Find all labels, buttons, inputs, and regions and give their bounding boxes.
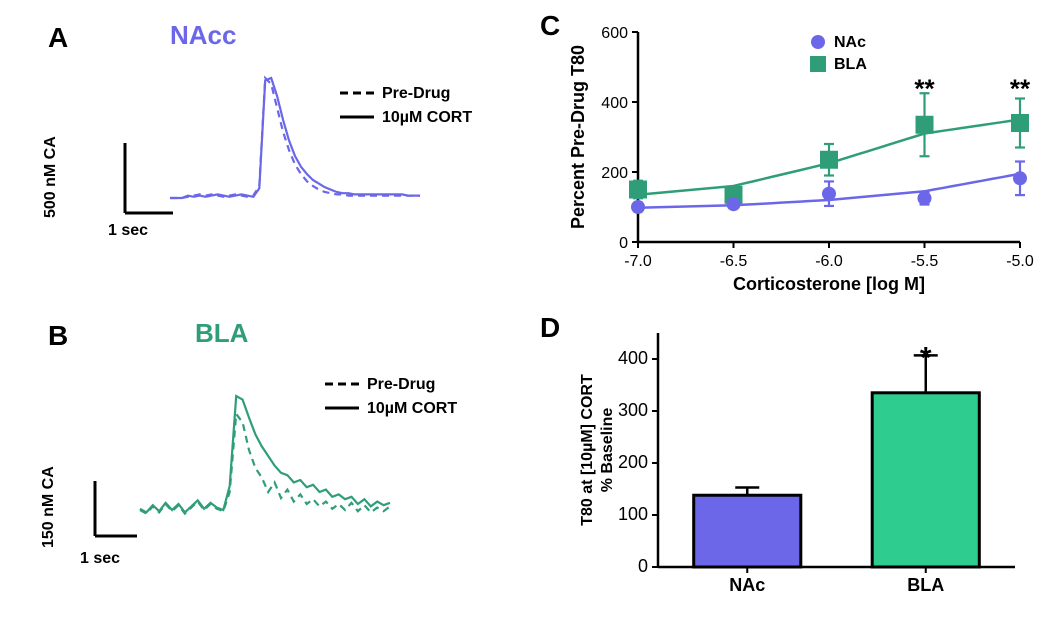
svg-text:NAc: NAc [729, 575, 765, 595]
svg-text:10µM CORT: 10µM CORT [382, 109, 472, 126]
svg-text:*: * [920, 342, 932, 375]
svg-text:BLA: BLA [834, 56, 867, 73]
svg-text:BLA: BLA [907, 575, 944, 595]
bar-chart: 0 100 200 300 400 T80 at [10µM] CORT% Baselin… [560, 315, 1040, 615]
svg-text:-6.0: -6.0 [815, 253, 843, 270]
svg-text:Pre-Drug: Pre-Drug [382, 85, 450, 102]
panel-label-c: C [540, 10, 560, 42]
panel-d: 0 100 200 300 400 T80 at [10µM] CORT% Baselin… [560, 315, 1040, 615]
panel-title-bla: BLA [195, 318, 248, 349]
svg-text:**: ** [914, 74, 935, 104]
figure: A NAcc Pre-Drug 10µM CORT 500 nM CA 1 sec… [0, 0, 1050, 618]
panel-title-nacc: NAcc [170, 20, 236, 51]
svg-text:200: 200 [618, 452, 648, 472]
svg-text:200: 200 [601, 165, 628, 182]
svg-text:-7.0: -7.0 [624, 253, 652, 270]
svg-text:0: 0 [619, 235, 628, 252]
svg-text:% Baseline: % Baseline [599, 408, 616, 493]
trace-bla: Pre-Drug 10µM CORT [70, 356, 490, 576]
panel-label-d: D [540, 312, 560, 344]
panel-b: Pre-Drug 10µM CORT [70, 356, 490, 576]
scalebar-x-label-a: 1 sec [108, 222, 148, 240]
dose-response-chart: 0 200 400 600 -7.0 -6.5 -6.0 -5.5 -5.0 Corticoste… [560, 12, 1040, 302]
scalebar-y-label-b: 150 nM CA [40, 466, 58, 548]
svg-text:NAc: NAc [834, 34, 866, 51]
svg-text:Percent Pre-Drug T80: Percent Pre-Drug T80 [568, 45, 588, 229]
scalebar-y-label-a: 500 nM CA [42, 136, 60, 218]
svg-text:0: 0 [638, 556, 648, 576]
svg-text:10µM CORT: 10µM CORT [367, 400, 457, 417]
svg-text:600: 600 [601, 25, 628, 42]
svg-text:300: 300 [618, 400, 648, 420]
svg-text:Corticosterone [log M]: Corticosterone [log M] [733, 274, 925, 294]
svg-text:**: ** [1010, 74, 1031, 104]
svg-text:-6.5: -6.5 [720, 253, 748, 270]
scalebar-x-label-b: 1 sec [80, 550, 120, 568]
panel-c: 0 200 400 600 -7.0 -6.5 -6.0 -5.5 -5.0 Corticoste… [560, 12, 1040, 302]
svg-text:400: 400 [618, 348, 648, 368]
svg-text:400: 400 [601, 95, 628, 112]
svg-text:T80 at [10µM] CORT: T80 at [10µM] CORT [579, 374, 596, 526]
svg-text:-5.5: -5.5 [911, 253, 939, 270]
panel-label-a: A [48, 22, 68, 54]
svg-text:100: 100 [618, 504, 648, 524]
svg-text:-5.0: -5.0 [1006, 253, 1034, 270]
svg-text:Pre-Drug: Pre-Drug [367, 376, 435, 393]
panel-label-b: B [48, 320, 68, 352]
